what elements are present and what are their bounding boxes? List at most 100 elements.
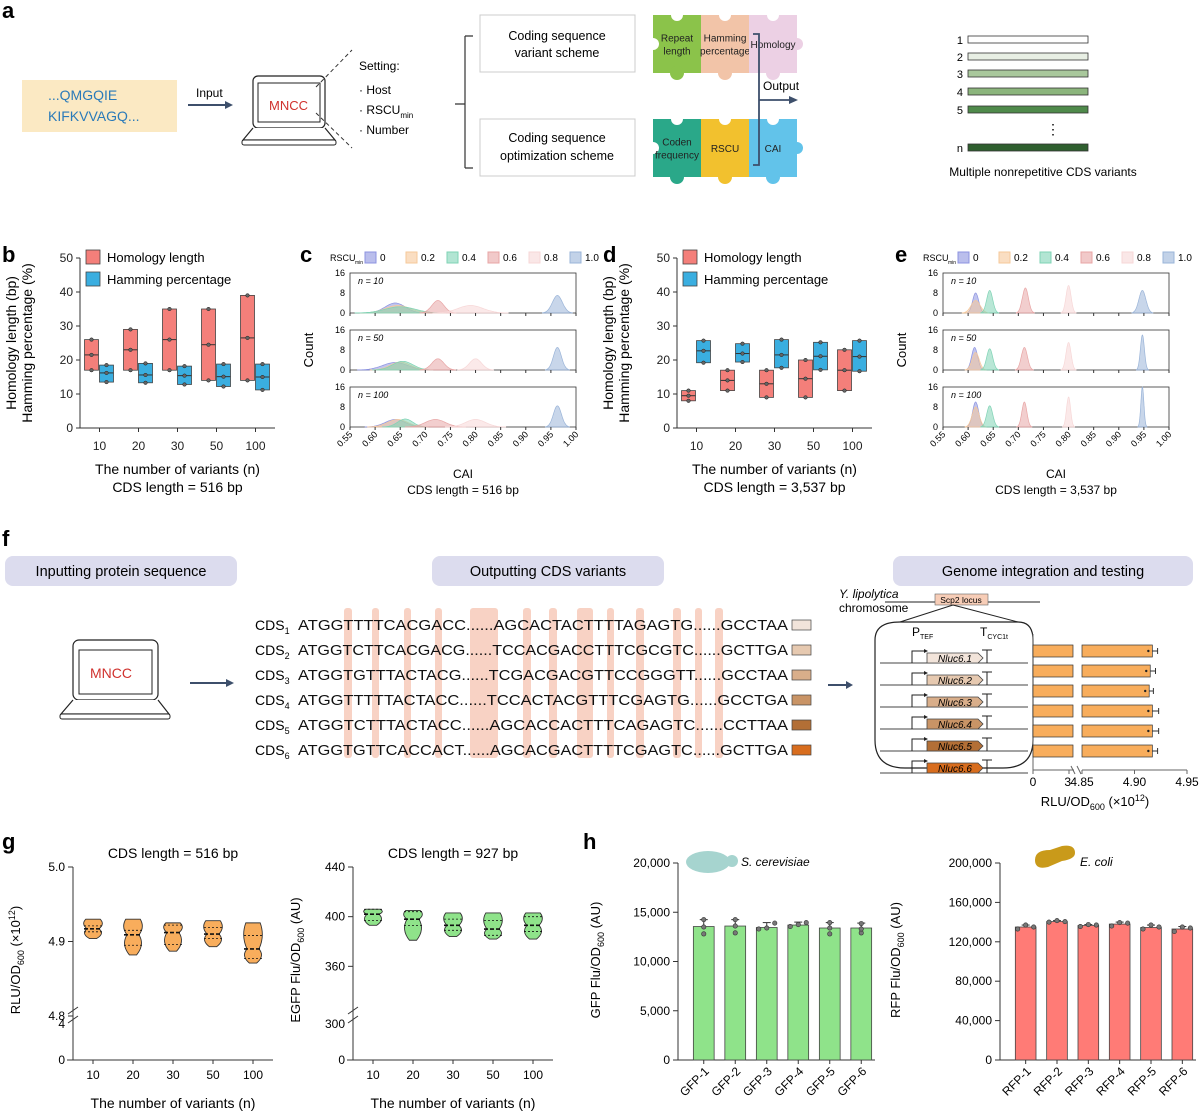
y-tick-label: 80,000 [955,974,992,988]
data-point [701,924,707,930]
y-tick-label: 4.8 [48,1009,65,1023]
y-axis-label: Hamming percentage (%) [616,263,632,423]
density-area [432,305,509,314]
y-tick-label: 0 [663,421,670,435]
protein-seq-box [22,80,177,132]
data-point [779,337,784,342]
x-tick-label: 20 [729,439,743,453]
violin [363,908,383,926]
puzzle-piece [701,15,749,73]
promoter-arrowhead-icon [924,737,928,741]
data-point [818,354,823,359]
density-area [1060,285,1077,314]
puzzle-notch [767,113,779,125]
y-tick-label: 0 [340,308,345,318]
bar [1081,744,1153,758]
density-area [457,358,495,371]
y-tick-label: 20,000 [633,856,670,870]
bar [1108,923,1131,1061]
step-output-label: Outputting CDS variants [470,564,626,580]
x-tick-label: 10 [366,1068,380,1082]
terminator-icon [982,759,992,773]
panel-label-a: a [2,0,15,23]
bar [1081,664,1151,678]
gene-label: Nluc6.6 [938,764,972,775]
data-point [740,359,745,365]
chart-b: 0 10 20 30 40 50 10 20 30 50 100 Homology length Ham… [3,249,275,495]
x-tick-label: 100 [245,439,265,453]
chart-g2: CDS length = 927 bp 440 400 360 300 0 10 20 30 50… [288,845,553,1111]
x-tick-label: 20 [132,439,146,453]
data-point [1117,920,1123,926]
panel-label-g: g [2,829,15,854]
bar-segment [1032,664,1074,678]
x-tick-label: 20 [406,1068,420,1082]
y-tick-label: 0 [933,422,938,432]
legend-label: 0.4 [462,253,476,264]
bar [724,925,747,1061]
legend-label: 0.8 [544,253,558,264]
y-axis-label: Count [301,332,316,367]
data-point [1144,689,1147,693]
facet-frame [349,329,577,371]
puzzle-label: percentage [700,47,750,58]
gene-constructs: Nluc6.1 Nluc6.2 Nluc6.3 Nluc6.4 Nluc6.5 Nluc6… [880,649,1028,775]
bar [1046,921,1068,1061]
data-point [167,337,172,342]
x-tick-label: 0 [1030,775,1037,789]
bar [1014,926,1037,1061]
promoter-arrow-icon [911,760,924,773]
panel-f: f Inputting protein sequence Outputting … [2,526,1199,812]
density-area [1014,347,1034,371]
puzzle-notch [647,142,659,154]
x-tick-label: 3 [1064,775,1071,789]
data-point [740,351,745,356]
x-tick-label: 0.55 [335,429,354,448]
axis-break-icon [1070,765,1082,775]
y-tick-label: 10,000 [633,955,670,969]
variable-site-highlight [435,608,442,758]
y-tick-label: 160,000 [949,895,993,909]
x-tick-label: GFP-4 [771,1064,806,1099]
data-point [167,368,172,373]
y-tick-label: 8 [933,288,938,298]
data-point [701,931,707,937]
x-tick-label: 0.95 [536,429,555,448]
data-point [787,924,793,930]
laptop-icon [241,75,337,146]
cds-color-swatch [791,694,812,706]
variant-bar [967,143,1089,152]
data-point [245,293,250,298]
y-tick-label: 4 [58,1017,65,1031]
variable-site-highlight [695,608,702,758]
variable-site-highlight [607,608,614,758]
promoter-arrowhead-icon [924,649,928,653]
laptop-icon [59,639,171,720]
data-point [1125,920,1131,926]
puzzle-knob [718,66,732,80]
panel-label-d: d [603,242,616,267]
data-point [857,369,862,374]
data-point [104,380,109,385]
legend-title: RSCU [923,253,949,263]
gene-label: Nluc6.1 [938,654,972,665]
axis-break-icon [347,1006,359,1024]
x-axis-label: CAI [453,467,473,481]
legend-swatch [446,251,459,264]
data-point [143,372,148,378]
data-point [732,923,738,929]
x-tick-label: 0.95 [1129,429,1148,448]
y-tick-label: 360 [325,959,345,973]
data-point [260,362,265,367]
data-point [818,340,823,345]
facet-label: n = 100 [358,390,388,400]
step-input-box [5,556,237,586]
y-tick-label: 40,000 [955,1014,992,1028]
x-axis-label: CAI [1046,467,1066,481]
x-tick-label: 0.85 [1079,429,1098,448]
data-point [245,378,250,383]
y-tick-label: 4.9 [48,935,65,949]
y-tick-label: 16 [928,382,938,392]
legend-swatch [528,251,541,264]
bar [1081,704,1153,718]
